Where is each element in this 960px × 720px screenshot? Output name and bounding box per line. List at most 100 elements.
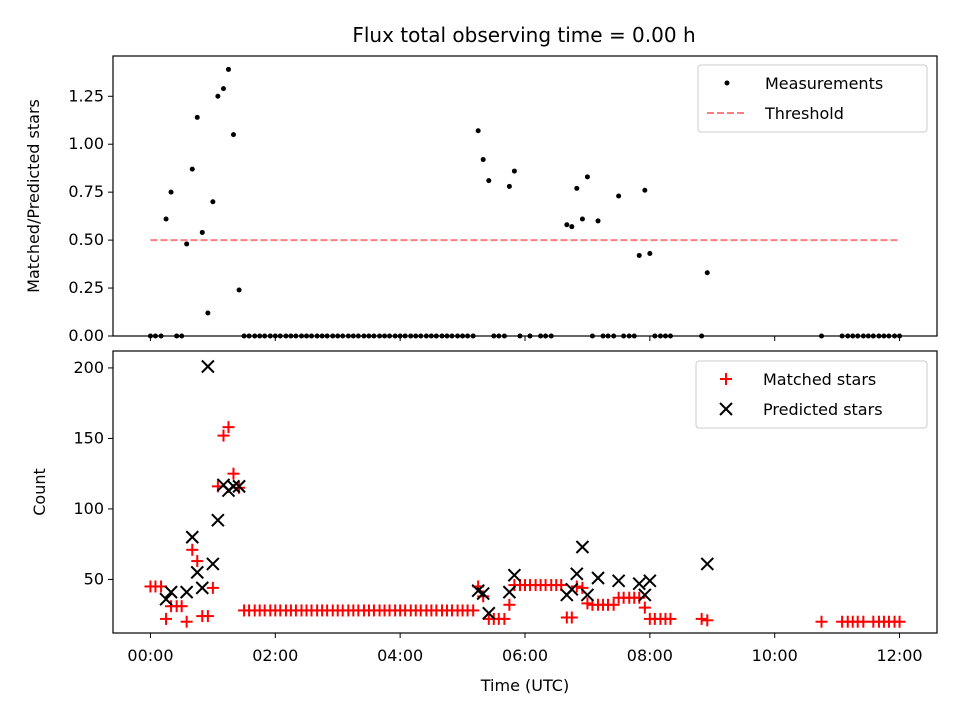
matched-point: [498, 612, 511, 625]
measurement-point: [480, 157, 486, 163]
legend-predicted-marker: [719, 402, 733, 416]
measurement-point: [579, 216, 585, 222]
predicted-point: [565, 582, 579, 596]
predicted-point: [638, 588, 652, 602]
predicted-point: [211, 513, 225, 527]
measurement-point: [564, 222, 570, 228]
x-tick-label: 02:00: [252, 646, 298, 665]
x-tick-label: 04:00: [377, 646, 423, 665]
predicted-point: [507, 568, 522, 582]
x-tick-label: 06:00: [502, 646, 548, 665]
measurement-point: [636, 252, 642, 258]
y-tick-label: 150: [73, 428, 104, 447]
measurement-point: [647, 251, 653, 257]
y-tick-label: 0.50: [68, 230, 104, 249]
bottom-xticks: 00:00 02:00 04:00 06:00 08:00 10:00 12:00: [127, 633, 923, 665]
top-yticks: 0.00 0.25 0.50 0.75 1.00 1.25: [68, 86, 113, 345]
bottom-legend-box: [695, 360, 928, 429]
measurement-point: [199, 229, 205, 235]
legend-measurements-label: Measurements: [765, 74, 883, 93]
y-tick-label: 1.25: [68, 86, 104, 105]
measurement-point: [168, 189, 174, 195]
y-tick-label: 200: [73, 358, 104, 377]
predicted-point: [232, 479, 246, 494]
predicted-point: [575, 540, 590, 554]
matched-point: [191, 555, 204, 568]
measurement-point: [475, 128, 481, 134]
top-legend-box: [697, 64, 928, 133]
bottom-legend: Matched stars Predicted stars: [695, 360, 928, 429]
measurement-point: [189, 166, 195, 172]
matched-point: [201, 610, 214, 623]
matched-point: [701, 614, 714, 627]
x-tick-label: 10:00: [752, 646, 798, 665]
measurement-point: [595, 218, 601, 224]
predicted-point: [643, 574, 657, 588]
legend-predicted-label: Predicted stars: [763, 400, 883, 419]
measurement-point: [225, 66, 231, 72]
top-y-axis-label: Matched/Predicted stars: [24, 99, 43, 293]
predicted-point: [201, 359, 215, 374]
top-xticks: [149, 336, 901, 341]
predicted-point: [632, 576, 646, 591]
matched-point: [206, 581, 219, 594]
matched-point: [664, 612, 677, 625]
measurement-point: [184, 241, 190, 247]
predicted-point: [226, 479, 241, 494]
y-tick-label: 50: [84, 569, 104, 588]
predicted-point: [179, 585, 194, 599]
measurement-point: [642, 187, 648, 193]
predicted-point: [159, 592, 173, 606]
matched-point: [638, 601, 651, 614]
matched-point: [815, 615, 828, 628]
measurement-point: [511, 168, 517, 174]
measurement-point: [230, 132, 236, 138]
measurement-point: [205, 310, 211, 316]
top-panel: 0.00 0.25 0.50 0.75 1.00 1.25 Matched/Predict…: [24, 55, 938, 345]
matched-point: [576, 581, 589, 594]
matched-point: [695, 612, 708, 625]
bottom-marks: [144, 359, 906, 628]
predicted-point: [570, 567, 584, 581]
predicted-point: [591, 571, 605, 585]
bottom-y-axis-label: Count: [30, 468, 49, 516]
predicted-point: [206, 557, 220, 571]
matched-point: [186, 543, 199, 556]
predicted-point: [700, 557, 714, 571]
matched-point: [893, 615, 906, 628]
measurement-point: [506, 183, 512, 189]
matched-point: [607, 598, 620, 611]
y-tick-label: 100: [73, 499, 104, 518]
predicted-point: [580, 588, 595, 602]
measurement-point: [163, 216, 169, 222]
measurement-point: [574, 185, 580, 191]
y-tick-label: 0.25: [68, 278, 104, 297]
x-axis-label: Time (UTC): [480, 676, 569, 695]
y-tick-label: 0.75: [68, 182, 104, 201]
legend-matched-label: Matched stars: [763, 370, 876, 389]
matched-point: [503, 598, 516, 611]
x-tick-label: 00:00: [127, 646, 173, 665]
measurement-point: [210, 199, 216, 205]
matched-point: [175, 600, 188, 613]
measurement-point: [569, 224, 575, 230]
legend-matched-marker: [720, 373, 732, 385]
measurement-point: [704, 270, 710, 276]
predicted-point: [190, 565, 204, 580]
predicted-point: [482, 606, 496, 620]
predicted-point: [502, 585, 517, 599]
legend-measurements-marker: [724, 80, 730, 86]
predicted-point: [164, 585, 178, 599]
matched-point: [227, 467, 240, 480]
measurement-point: [194, 114, 200, 120]
measurement-point: [215, 93, 221, 99]
legend-threshold-label: Threshold: [764, 104, 844, 123]
x-tick-label: 08:00: [627, 646, 673, 665]
bottom-yticks: 50 100 150 200: [73, 358, 113, 588]
x-tick-label: 12:00: [876, 646, 922, 665]
measurement-point: [616, 193, 622, 199]
predicted-point: [195, 581, 209, 595]
measurement-point: [220, 86, 226, 92]
measurement-point: [584, 174, 590, 180]
